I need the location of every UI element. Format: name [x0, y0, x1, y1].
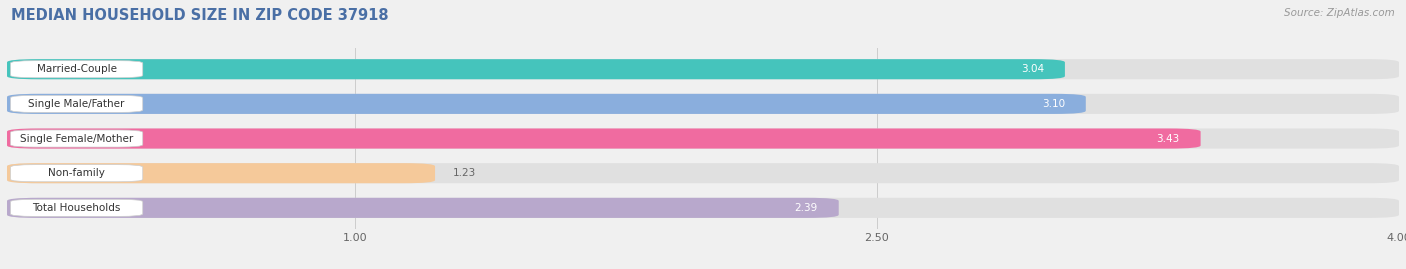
Text: Non-family: Non-family [48, 168, 105, 178]
Text: 3.10: 3.10 [1042, 99, 1064, 109]
FancyBboxPatch shape [10, 199, 143, 216]
Text: Single Male/Father: Single Male/Father [28, 99, 125, 109]
FancyBboxPatch shape [7, 163, 434, 183]
FancyBboxPatch shape [7, 94, 1085, 114]
FancyBboxPatch shape [7, 94, 1399, 114]
FancyBboxPatch shape [7, 129, 1201, 148]
Text: Married-Couple: Married-Couple [37, 64, 117, 74]
FancyBboxPatch shape [10, 95, 143, 112]
FancyBboxPatch shape [10, 130, 143, 147]
FancyBboxPatch shape [7, 59, 1064, 79]
FancyBboxPatch shape [7, 129, 1399, 148]
Text: MEDIAN HOUSEHOLD SIZE IN ZIP CODE 37918: MEDIAN HOUSEHOLD SIZE IN ZIP CODE 37918 [11, 8, 389, 23]
Text: Single Female/Mother: Single Female/Mother [20, 133, 134, 144]
FancyBboxPatch shape [10, 61, 143, 78]
FancyBboxPatch shape [10, 165, 143, 182]
Text: Total Households: Total Households [32, 203, 121, 213]
FancyBboxPatch shape [7, 198, 1399, 218]
Text: Source: ZipAtlas.com: Source: ZipAtlas.com [1284, 8, 1395, 18]
Text: 3.04: 3.04 [1021, 64, 1045, 74]
FancyBboxPatch shape [7, 198, 839, 218]
Text: 1.23: 1.23 [453, 168, 475, 178]
FancyBboxPatch shape [7, 59, 1399, 79]
Text: 2.39: 2.39 [794, 203, 818, 213]
Text: 3.43: 3.43 [1157, 133, 1180, 144]
FancyBboxPatch shape [7, 163, 1399, 183]
